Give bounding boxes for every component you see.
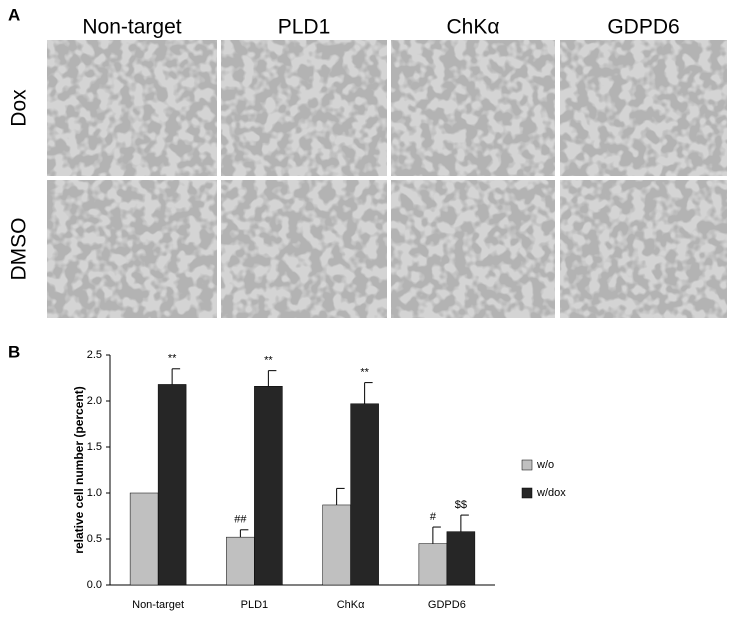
bar-chart: 0.0 0.5 1.0 1.5 2.0 2.5 relative cell number (…	[72, 349, 566, 611]
micrograph	[560, 40, 727, 176]
y-tick-label: 2.0	[87, 395, 102, 407]
x-tick-label: Non-target	[132, 599, 184, 611]
micrograph	[47, 40, 217, 176]
significance-label: $$	[455, 499, 467, 511]
x-tick-label: PLD1	[241, 599, 269, 611]
significance-label: ##	[234, 514, 247, 526]
y-tick-label: 0.0	[87, 579, 102, 591]
bar	[157, 384, 187, 586]
micrograph	[391, 180, 555, 318]
significance-label: **	[264, 355, 273, 367]
y-tick-label: 2.5	[87, 349, 102, 361]
micrograph	[560, 180, 727, 318]
row-label: Dox	[8, 89, 31, 127]
column-label: GDPD6	[607, 16, 679, 39]
legend-swatch	[521, 459, 533, 471]
significance-label: #	[430, 511, 437, 523]
bar	[129, 492, 159, 586]
row-label: DMSO	[8, 218, 31, 281]
micrograph	[221, 180, 387, 318]
bar	[226, 536, 255, 586]
y-tick-label: 1.5	[87, 441, 102, 453]
image-grid: Non-target PLD1 ChKα GDPD6 Dox DMSO	[8, 16, 727, 318]
micrograph	[391, 40, 555, 176]
column-label: PLD1	[278, 16, 331, 39]
column-label: Non-target	[82, 16, 181, 39]
bar	[322, 504, 351, 586]
legend-label: w/o	[536, 459, 554, 471]
y-tick-label: 1.0	[87, 487, 102, 499]
bar	[446, 531, 476, 586]
y-tick-label: 0.5	[87, 533, 102, 545]
bar	[254, 386, 283, 586]
micrograph	[221, 40, 387, 176]
significance-label: **	[360, 367, 369, 379]
bar	[418, 543, 448, 586]
column-label: ChKα	[447, 16, 500, 39]
legend-label: w/dox	[536, 487, 566, 499]
micrograph	[47, 180, 217, 318]
panel-letter: A	[8, 5, 20, 24]
bar	[350, 403, 379, 586]
x-tick-label: GDPD6	[428, 599, 466, 611]
x-tick-label: ChKα	[337, 599, 365, 611]
legend-swatch	[521, 487, 533, 499]
panel-letter: B	[8, 342, 20, 361]
significance-label: **	[168, 353, 177, 365]
y-axis-title: relative cell number (percent)	[72, 386, 86, 553]
